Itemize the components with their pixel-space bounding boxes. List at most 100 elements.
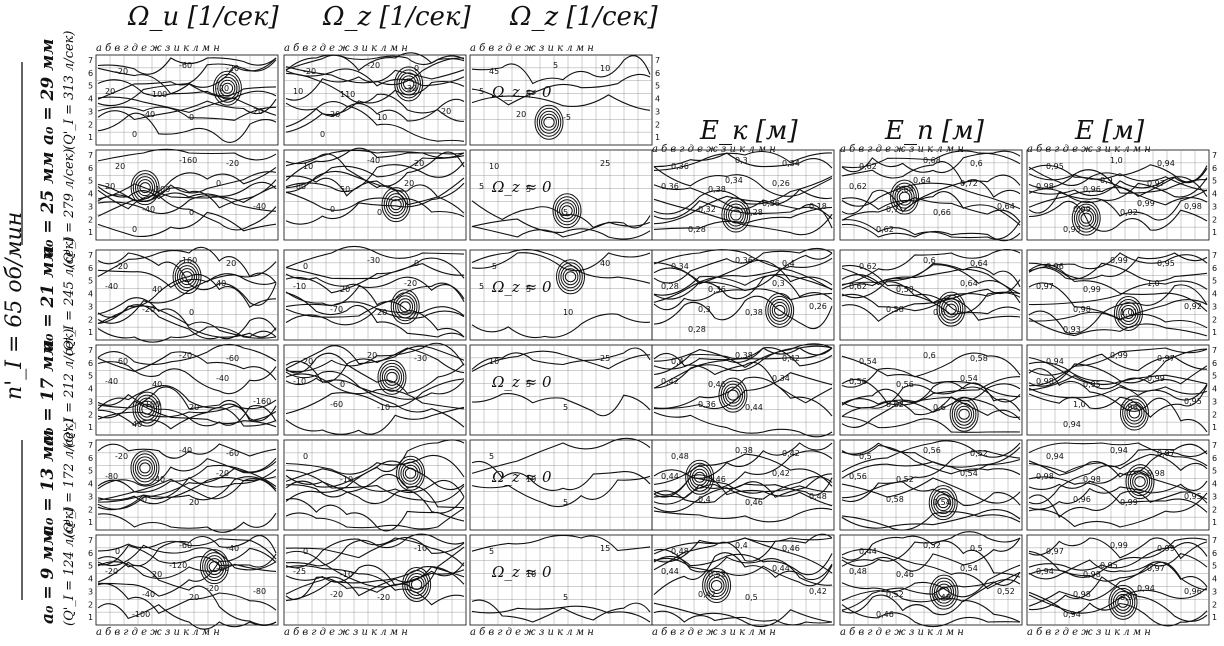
- contour-line: [97, 464, 277, 501]
- contour-value-label: 5: [479, 182, 484, 191]
- contour-line: [1028, 317, 1208, 337]
- y-tick-label: 1: [1212, 228, 1217, 237]
- contour-value-label: 0,97: [1147, 564, 1165, 573]
- y-tick-label: 3: [88, 107, 93, 116]
- contour-value-label: 0,96: [1184, 587, 1202, 596]
- contour-line: [841, 150, 1021, 169]
- contour-line: [97, 252, 277, 306]
- contour-loop: [773, 304, 786, 316]
- contour-value-label: 0,6: [933, 308, 946, 317]
- contour-line: [97, 556, 277, 626]
- contour-line: [653, 274, 833, 296]
- y-tick-label: 5: [1212, 177, 1217, 186]
- contour-value-label: 0,38: [735, 351, 753, 360]
- contour-value-label: 0: [115, 547, 120, 556]
- contour-line: [1028, 348, 1208, 387]
- contour-line: [285, 68, 465, 87]
- contour-value-label: 0,97: [1157, 449, 1175, 458]
- contour-value-label: 0,58: [886, 495, 904, 504]
- contour-value-label: -25: [293, 567, 306, 576]
- contour-line: [285, 469, 465, 503]
- contour-value-label: -40: [179, 446, 192, 455]
- contour-line: [97, 512, 277, 533]
- contour-line: [1028, 189, 1208, 221]
- contour-value-label: -20: [404, 279, 417, 288]
- contour-line: [1028, 559, 1208, 588]
- contour-line: [653, 184, 833, 229]
- y-tick-label: 4: [1212, 575, 1217, 584]
- contour-line: [285, 273, 465, 338]
- contour-line: [841, 197, 1021, 223]
- y-tick-label: 5: [88, 177, 93, 186]
- contour-loop: [396, 455, 426, 491]
- contour-value-label: 20: [189, 498, 199, 507]
- contour-value-label: 0,44: [859, 547, 877, 556]
- contour-value-label: -40: [152, 475, 165, 484]
- contour-line: [841, 477, 1021, 504]
- contour-value-label: 0,99: [1083, 285, 1101, 294]
- contour-line: [471, 347, 651, 370]
- contour-value-label: 0,48: [933, 593, 951, 602]
- contour-line: [841, 355, 1021, 398]
- panel-frame: [839, 534, 1023, 626]
- contour-value-label: 0,98: [1083, 475, 1101, 484]
- contour-value-label: 0,99: [1137, 199, 1155, 208]
- contour-value-label: -160: [179, 256, 197, 265]
- contour-loop: [725, 386, 741, 404]
- contour-value-label: 10: [526, 475, 536, 484]
- contour-loop: [132, 453, 158, 483]
- contour-line: [1028, 476, 1208, 513]
- contour-value-label: -40: [142, 205, 155, 214]
- contour-line: [97, 305, 277, 338]
- contour-line: [841, 509, 1021, 529]
- contour-value-label: -40: [253, 202, 266, 211]
- contour-loop: [400, 75, 417, 93]
- contour-loop: [1116, 298, 1141, 328]
- contour-value-label: -40: [216, 374, 229, 383]
- contour-loop: [1115, 593, 1131, 611]
- top-axis-letters-5: а б в г д е ж з и к л м н: [840, 144, 964, 155]
- contour-value-label: 0: [189, 308, 194, 317]
- panel-r3-c5: 0,54 0,56 0,6 0,58 0,56 0,62 0,6 0,54: [839, 344, 1023, 436]
- contour-line: [285, 263, 465, 280]
- contour-value-label: 20: [330, 110, 340, 119]
- panel-frame: [283, 534, 467, 626]
- top-axis-letters-2: а б в г д е ж з и к л м н: [284, 43, 408, 54]
- contour-value-label: -20: [303, 67, 316, 76]
- contour-line: [1028, 453, 1208, 505]
- contour-loop: [377, 359, 407, 395]
- contour-line: [97, 189, 277, 231]
- contour-line: [841, 268, 1021, 295]
- contour-line: [653, 552, 833, 596]
- contour-value-label: -60: [115, 357, 128, 366]
- contour-value-label: 20: [441, 107, 451, 116]
- contour-loop: [395, 295, 416, 319]
- contour-line: [841, 444, 1021, 476]
- contour-value-label: -10: [377, 403, 390, 412]
- contour-value-label: 0,4: [735, 541, 748, 550]
- contour-loop: [730, 209, 742, 221]
- panel-r2-c6: 7 6 5 4 3 2 1 0,96 0,99 1,01 0,95 0,97 0,98 0,99 1,0 0,…: [1026, 249, 1217, 341]
- contour-line: [285, 566, 465, 597]
- contour-value-label: 40: [132, 420, 142, 429]
- y-tick-label: 7: [88, 56, 93, 65]
- contour-loop: [1122, 307, 1135, 319]
- contour-line: [1028, 374, 1208, 391]
- contour-value-label: 0,36: [671, 162, 689, 171]
- contour-line: [97, 476, 277, 505]
- panel-r4-c1: 7 6 5 4 3 2 1 -20 -40 20 -60 -80 0 -40 -20: [88, 439, 279, 533]
- panel-frame: [95, 249, 279, 341]
- top-axis-letters-6: а б в г д е ж з и к л м н: [1027, 144, 1151, 155]
- contour-loop: [1132, 473, 1148, 491]
- y-tick-label: 6: [88, 264, 93, 273]
- contour-line: [97, 544, 277, 571]
- panel-r3-c2: 20 0 -10 -30 -10 -60 20: [283, 342, 467, 436]
- contour-value-label: 0,97: [1147, 179, 1165, 188]
- y-tick-label: 6: [1212, 454, 1217, 463]
- panel-frame: [1026, 344, 1210, 436]
- contour-loop: [174, 262, 200, 292]
- contour-value-label: 10: [600, 64, 610, 73]
- omega-zero-note: Ω_z ≈ 0: [491, 83, 552, 101]
- contour-loop: [937, 497, 949, 509]
- bottom-axis-letters-6: а б в г д е ж з и к л м н: [1027, 627, 1151, 638]
